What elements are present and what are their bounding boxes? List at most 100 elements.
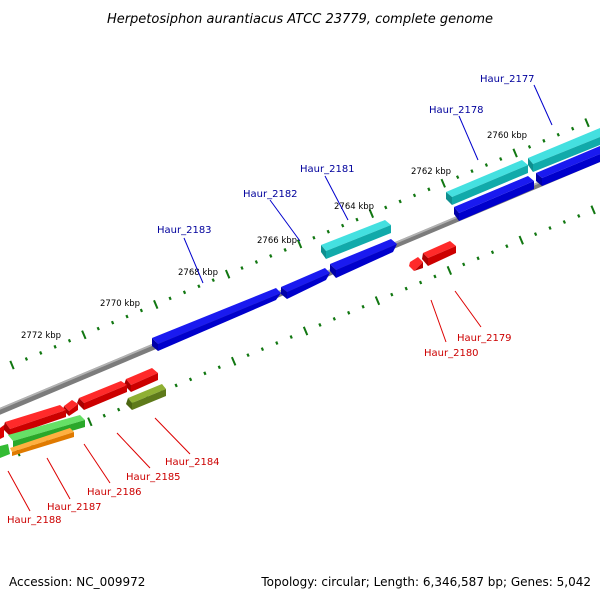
minor-tick — [427, 187, 431, 192]
feature-orange[interactable] — [10, 428, 74, 456]
feature-haur-2184[interactable] — [124, 368, 158, 392]
minor-tick — [398, 199, 402, 204]
minor-tick — [355, 217, 359, 222]
minor-tick — [197, 284, 201, 289]
minor-tick — [499, 157, 503, 161]
gene-label-haur-2184[interactable]: Haur_2184 — [165, 457, 220, 468]
minor-tick — [562, 220, 567, 224]
minor-tick — [404, 286, 408, 291]
major-tick — [590, 205, 596, 215]
major-tick — [368, 209, 375, 219]
minor-tick — [211, 278, 215, 283]
minor-tick — [570, 126, 575, 131]
minor-tick — [269, 254, 273, 258]
minor-tick — [347, 310, 351, 315]
minor-tick — [39, 350, 43, 355]
major-tick — [9, 360, 15, 370]
feature-haur-2178[interactable] — [454, 176, 534, 221]
minor-tick — [340, 223, 345, 228]
minor-tick — [102, 413, 106, 418]
gene-label-haur-2185[interactable]: Haur_2185 — [126, 472, 181, 483]
minor-tick — [548, 226, 552, 230]
minor-tick — [182, 290, 187, 295]
major-tick — [153, 299, 159, 309]
minor-tick — [332, 316, 336, 321]
major-tick — [81, 330, 87, 340]
feature-haur-2187[interactable] — [3, 405, 66, 436]
major-tick — [296, 239, 303, 249]
reverse-features-other — [0, 384, 166, 458]
feature-green-small[interactable] — [0, 444, 10, 458]
feature-haur-2183[interactable] — [152, 288, 281, 351]
minor-tick — [418, 280, 423, 285]
minor-tick — [217, 365, 221, 370]
outer-tick-row — [9, 118, 590, 370]
kbp-label: 2772 kbp — [21, 331, 61, 341]
minor-tick — [24, 357, 29, 361]
minor-tick — [254, 260, 259, 264]
kbp-label: 2760 kbp — [487, 131, 527, 141]
minor-tick — [326, 229, 330, 234]
feature-haur-2185[interactable] — [77, 381, 127, 410]
minor-tick — [139, 308, 144, 313]
kbp-label: 2766 kbp — [257, 236, 297, 246]
feature-haur-2177[interactable] — [536, 146, 600, 186]
minor-tick — [116, 407, 121, 412]
minor-tick — [577, 214, 581, 218]
minor-tick — [188, 377, 193, 382]
minor-tick — [312, 235, 316, 240]
major-tick — [512, 148, 518, 158]
gene-label-haur-2183[interactable]: Haur_2183 — [157, 225, 212, 236]
minor-tick — [260, 347, 265, 352]
feature-haur-2180[interactable] — [409, 257, 423, 271]
forward-features-blue — [152, 146, 600, 351]
minor-tick — [240, 266, 244, 270]
minor-tick — [390, 292, 394, 297]
major-tick — [518, 235, 524, 245]
feature-haur-2181[interactable] — [330, 239, 397, 278]
minor-tick — [455, 175, 460, 180]
minor-tick — [67, 338, 72, 343]
minor-tick — [53, 344, 57, 349]
major-tick — [446, 265, 453, 275]
kbp-labels: 2760 kbp 2762 kbp 2764 kbp 2766 kbp 2768… — [21, 131, 527, 341]
minor-tick — [476, 256, 480, 261]
gene-label-haur-2179[interactable]: Haur_2179 — [457, 333, 512, 344]
minor-tick — [384, 205, 388, 210]
minor-tick — [556, 132, 560, 137]
kbp-label: 2770 kbp — [100, 299, 140, 309]
gene-label-haur-2186[interactable]: Haur_2186 — [87, 487, 142, 498]
reverse-gene-labels — [7, 290, 482, 512]
reverse-features-red — [0, 241, 456, 439]
gene-label-haur-2180[interactable]: Haur_2180 — [424, 348, 479, 359]
minor-tick — [527, 144, 532, 149]
forward-gene-text: Haur_2177 Haur_2178 Haur_2181 Haur_2182 … — [157, 74, 535, 236]
kbp-label: 2768 kbp — [178, 268, 218, 278]
gene-label-haur-2187[interactable]: Haur_2187 — [47, 502, 102, 513]
feature-haur-2182[interactable] — [281, 268, 330, 299]
minor-tick — [490, 250, 495, 255]
gene-label-haur-2188[interactable]: Haur_2188 — [7, 515, 62, 526]
minor-tick — [470, 169, 474, 174]
feature-cyan-right[interactable] — [528, 128, 600, 172]
kbp-label: 2762 kbp — [411, 167, 451, 177]
minor-tick — [96, 326, 100, 331]
major-tick — [224, 269, 231, 279]
minor-tick — [361, 304, 365, 309]
gene-label-haur-2178[interactable]: Haur_2178 — [429, 105, 484, 116]
gene-label-haur-2182[interactable]: Haur_2182 — [243, 189, 298, 200]
feature-haur-2188[interactable] — [0, 425, 4, 439]
feature-cyan-left[interactable] — [321, 220, 391, 259]
accession-text: Accession: NC_009972 — [9, 575, 145, 589]
minor-tick — [542, 138, 546, 143]
feature-haur-2179[interactable] — [422, 241, 456, 266]
gene-label-haur-2181[interactable]: Haur_2181 — [300, 164, 355, 175]
minor-tick — [505, 244, 509, 249]
major-tick — [374, 296, 381, 306]
feature-olive[interactable] — [126, 384, 166, 410]
gene-label-haur-2177[interactable]: Haur_2177 — [480, 74, 535, 85]
feature-cyan-middle[interactable] — [446, 160, 528, 205]
genome-summary-text: Topology: circular; Length: 6,346,587 bp… — [260, 575, 591, 589]
major-tick — [302, 326, 309, 336]
